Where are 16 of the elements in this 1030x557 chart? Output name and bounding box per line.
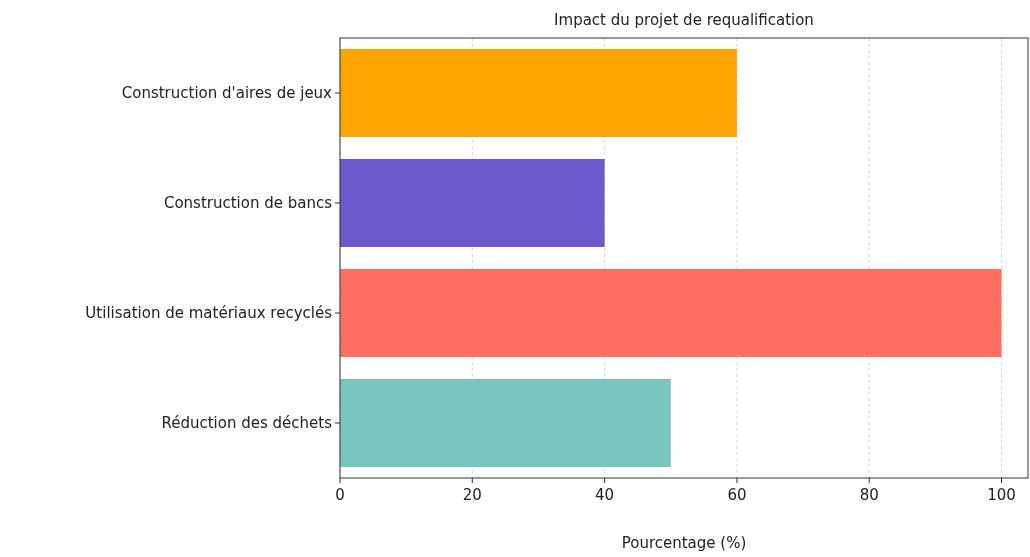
x-axis-title: Pourcentage (%) <box>621 534 747 552</box>
y-tick-label: Construction d'aires de jeux <box>121 84 333 103</box>
y-tick-label: Construction de bancs <box>163 194 333 213</box>
bar <box>340 269 1002 357</box>
x-tick-label: 20 <box>462 486 482 504</box>
bar <box>340 379 671 467</box>
x-tick-label: 0 <box>335 486 345 504</box>
x-tick-label: 100 <box>987 486 1016 504</box>
bar <box>340 49 737 137</box>
x-tick-label: 60 <box>727 486 747 504</box>
x-tick-label: 80 <box>859 486 879 504</box>
chart-title: Impact du projet de requalification <box>554 11 814 29</box>
bar <box>340 159 605 247</box>
y-tick-label: Réduction des déchets <box>161 414 333 433</box>
x-tick-label: 40 <box>595 486 615 504</box>
y-tick-label: Utilisation de matériaux recyclés <box>85 304 333 323</box>
